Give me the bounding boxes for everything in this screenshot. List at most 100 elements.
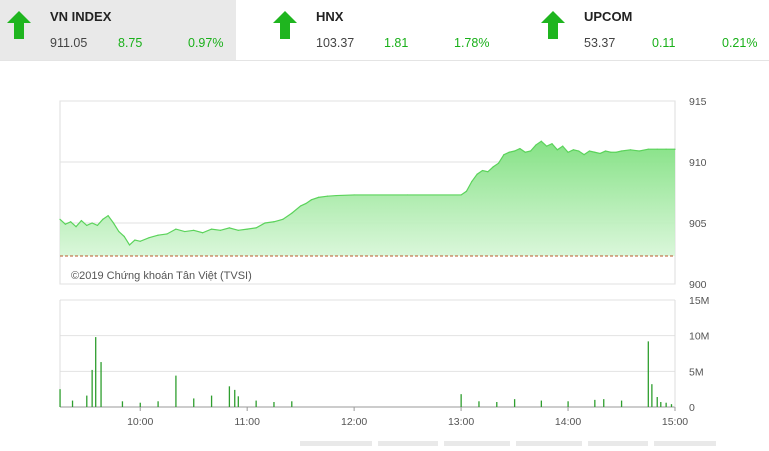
volume-bar xyxy=(513,399,516,407)
x-tick-label: 11:00 xyxy=(234,416,260,428)
volume-tick-label: 5M xyxy=(689,366,704,378)
volume-bar xyxy=(496,402,498,407)
index-value: 103.37 xyxy=(316,36,355,50)
volume-bar xyxy=(540,400,543,407)
price-point xyxy=(310,199,312,201)
x-tick-label: 14:00 xyxy=(555,416,581,428)
price-point xyxy=(202,232,204,234)
price-point xyxy=(465,190,468,192)
index-name: VN INDEX xyxy=(50,9,112,24)
price-area xyxy=(60,141,675,256)
index-value: 911.05 xyxy=(50,36,88,50)
price-point xyxy=(80,219,82,222)
tab-upcom[interactable]: UPCOM 53.37 0.11 0.21% xyxy=(534,0,769,60)
price-point xyxy=(118,230,120,233)
price-point xyxy=(148,237,150,239)
price-point xyxy=(264,222,266,224)
volume-bar xyxy=(567,401,569,407)
volume-bar xyxy=(59,389,61,407)
price-point xyxy=(237,229,239,231)
price-point xyxy=(629,149,632,151)
price-point xyxy=(326,195,328,197)
price-point xyxy=(219,229,222,231)
price-point xyxy=(481,169,484,172)
price-point xyxy=(519,147,521,150)
price-point xyxy=(556,149,558,151)
x-tick-label: 10:00 xyxy=(127,416,153,428)
volume-bar xyxy=(193,398,195,407)
price-tick-label: 905 xyxy=(689,218,707,230)
volume-bar xyxy=(228,386,231,407)
index-name: UPCOM xyxy=(584,9,633,24)
price-point xyxy=(578,150,580,152)
intraday-chart: 915 910 905 900 15M 10M 5M 0 10:00 11:00 12:00 13:0… xyxy=(59,96,716,449)
price-point xyxy=(91,222,93,224)
arrow-up-icon xyxy=(7,11,31,39)
chart-watermark: ©2019 Chứng khoán Tân Việt (TVSI) xyxy=(71,270,252,282)
price-point xyxy=(530,150,532,152)
price-point xyxy=(508,151,510,153)
bottom-tabs xyxy=(300,441,716,449)
price-point xyxy=(487,171,489,173)
price-point xyxy=(166,233,168,235)
price-point xyxy=(492,166,494,168)
price-point xyxy=(134,239,136,241)
price-point xyxy=(291,212,293,214)
price-point xyxy=(615,151,617,153)
price-point xyxy=(246,228,248,230)
price-line xyxy=(59,140,675,246)
price-point xyxy=(407,194,409,196)
price-point xyxy=(282,218,284,220)
price-point xyxy=(193,229,195,231)
price-point xyxy=(273,221,275,223)
price-point xyxy=(228,227,230,229)
price-point xyxy=(210,228,213,230)
volume-bar xyxy=(175,375,177,407)
index-percent: 0.97% xyxy=(188,36,224,50)
volume-bar xyxy=(234,389,236,407)
index-change: 8.75 xyxy=(118,36,143,50)
price-point xyxy=(300,205,302,207)
price-point xyxy=(128,244,131,246)
price-point xyxy=(503,154,505,156)
price-tick-label: 910 xyxy=(689,157,707,169)
price-point xyxy=(638,150,640,152)
price-point xyxy=(96,224,99,227)
price-point xyxy=(588,150,591,152)
volume-bar xyxy=(594,399,596,407)
price-point xyxy=(317,196,320,198)
x-tick-label: 15:00 xyxy=(662,416,688,428)
volume-bar xyxy=(478,401,480,407)
price-point xyxy=(647,148,649,150)
index-change: 1.81 xyxy=(384,36,409,50)
price-point xyxy=(524,151,526,153)
tab-vn-index[interactable]: VN INDEX 911.05 8.75 0.97% xyxy=(0,0,236,60)
index-percent: 0.21% xyxy=(722,36,758,50)
tab-hnx[interactable]: HNX 103.37 1.81 1.78% xyxy=(266,0,502,60)
volume-tick-label: 10M xyxy=(689,331,709,343)
price-point xyxy=(599,152,601,155)
price-point xyxy=(583,154,585,156)
x-tick-label: 13:00 xyxy=(448,416,474,428)
price-point xyxy=(476,173,478,175)
price-point xyxy=(102,218,104,220)
price-point xyxy=(513,150,516,152)
price-point xyxy=(674,148,676,150)
volume-bar xyxy=(665,402,667,407)
volume-bar xyxy=(86,395,88,407)
volume-bar xyxy=(603,399,605,407)
volume-bar xyxy=(121,401,124,407)
volume-bar xyxy=(273,402,275,407)
price-point xyxy=(64,223,66,225)
price-point xyxy=(562,145,564,147)
chart-container: 915 910 905 900 15M 10M 5M 0 10:00 11:00 12:00 13:0… xyxy=(0,60,769,449)
price-point xyxy=(107,215,109,217)
price-point xyxy=(353,194,355,196)
arrow-up-icon xyxy=(273,11,297,39)
index-tabs: VN INDEX 911.05 8.75 0.97% HNX 103.37 1.… xyxy=(0,0,769,60)
price-point xyxy=(335,194,337,197)
volume-bar xyxy=(95,337,97,407)
volume-bar xyxy=(670,404,673,407)
price-point xyxy=(157,234,159,236)
price-point xyxy=(86,224,88,227)
